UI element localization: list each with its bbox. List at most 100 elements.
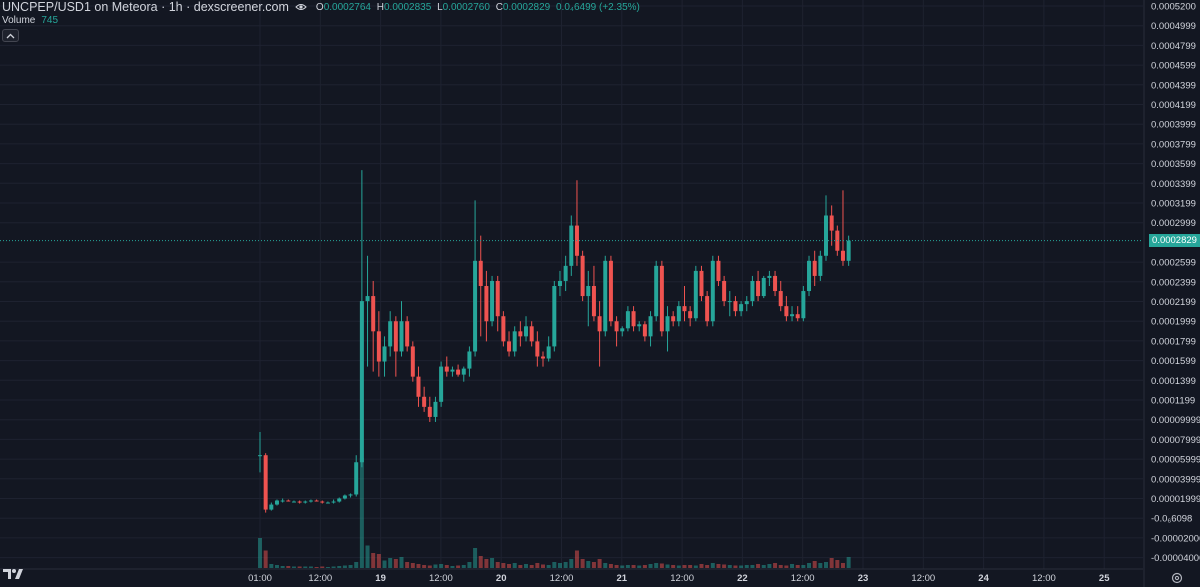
volume-bar (478, 556, 483, 568)
volume-bar (637, 565, 642, 568)
candle-body (388, 321, 393, 347)
volume-bar (835, 560, 840, 568)
candle (671, 311, 676, 327)
change-value: 0.0₄6499 (+2.35%) (555, 1, 640, 13)
price-tick-label: 0.0003599 (1151, 159, 1196, 170)
candle-body (676, 306, 681, 322)
volume-bar (761, 565, 766, 568)
candle-body (671, 316, 676, 322)
candle-body (733, 301, 738, 312)
volume-bar (422, 565, 427, 568)
candle-body (580, 255, 585, 297)
candle-body (546, 346, 551, 359)
candle (308, 499, 313, 503)
candle-body (642, 324, 647, 337)
candles (258, 170, 851, 513)
candle (631, 306, 636, 332)
volume-bar (507, 564, 512, 568)
volume-bar (829, 558, 834, 568)
candle (433, 396, 438, 422)
volume-bar (716, 564, 721, 568)
candle-body (297, 501, 302, 503)
candle (761, 275, 766, 299)
candle (586, 270, 591, 327)
volume-bar (258, 538, 262, 568)
candle (512, 326, 517, 357)
volume-bar (648, 564, 653, 568)
candle (444, 356, 449, 377)
price-axis[interactable]: 0.0005200 0.0004999 0.0004799 0.0004599 0.00… (1143, 0, 1200, 587)
volume-bar (569, 559, 574, 568)
candle-body (569, 225, 574, 266)
candle (365, 255, 370, 367)
candle (580, 250, 585, 302)
volume-bar (354, 562, 359, 568)
tradingview-logo[interactable] (2, 567, 26, 581)
time-tick-label: 12:00 (429, 573, 453, 584)
volume-bar (688, 565, 693, 568)
candle-body (337, 498, 342, 502)
volume-bar (546, 565, 551, 568)
candle (314, 499, 319, 502)
candle (269, 502, 274, 511)
time-axis[interactable]: 01:00 12:00 19 12:00 20 12:00 21 12:00 22 12:00 23… (0, 568, 1143, 584)
candle-body (439, 366, 444, 402)
volume-bar (710, 563, 715, 568)
volume-bar (846, 557, 851, 568)
gear-icon[interactable] (1170, 571, 1184, 585)
candle (478, 235, 483, 337)
volume-bar (773, 563, 778, 568)
volume-bar (739, 565, 744, 568)
candle-body (659, 265, 664, 332)
candle (767, 270, 772, 286)
candle (484, 270, 489, 342)
candle (325, 501, 330, 504)
volume-bar (552, 562, 557, 568)
candle (546, 336, 551, 362)
volume-bar (331, 566, 336, 568)
volume-bar (574, 550, 579, 568)
candle (790, 306, 795, 322)
volume-bar (410, 563, 415, 568)
candle-body (586, 286, 591, 297)
volume-bar (320, 566, 325, 568)
candle-body (648, 316, 653, 337)
candle (303, 500, 308, 504)
candle (410, 341, 415, 382)
collapse-legend-button[interactable] (2, 29, 19, 42)
volume-bar (722, 564, 727, 568)
candle (659, 260, 664, 337)
candle (258, 432, 262, 473)
candle (529, 321, 534, 347)
candle-body (829, 215, 834, 231)
candle (608, 255, 613, 327)
volume-bar (705, 565, 710, 568)
candle (840, 190, 845, 266)
candle-body (422, 396, 427, 407)
time-tick-label: 19 (375, 573, 386, 584)
volume-bar (699, 564, 704, 568)
candle-body (484, 286, 489, 322)
candle-body (812, 260, 817, 276)
candle-body (608, 260, 613, 322)
candle (597, 301, 602, 367)
candle-body (354, 462, 359, 495)
candle (569, 215, 574, 276)
volume-bar (342, 565, 347, 568)
candle-body (807, 260, 812, 292)
price-tick-label: 0.00003999 (1151, 474, 1200, 485)
candle-body (507, 341, 512, 352)
candle-body (467, 351, 472, 369)
candle-body (705, 296, 710, 322)
candle-body (308, 500, 313, 502)
volume-bar (665, 564, 670, 568)
eye-icon[interactable] (295, 1, 307, 13)
candle-body (348, 494, 353, 496)
candle (490, 275, 495, 327)
volume-bar (365, 545, 370, 568)
candle-body (846, 240, 851, 261)
candle-body (359, 301, 364, 463)
candle (637, 321, 642, 332)
high-value: 0.0002835 (384, 1, 432, 13)
